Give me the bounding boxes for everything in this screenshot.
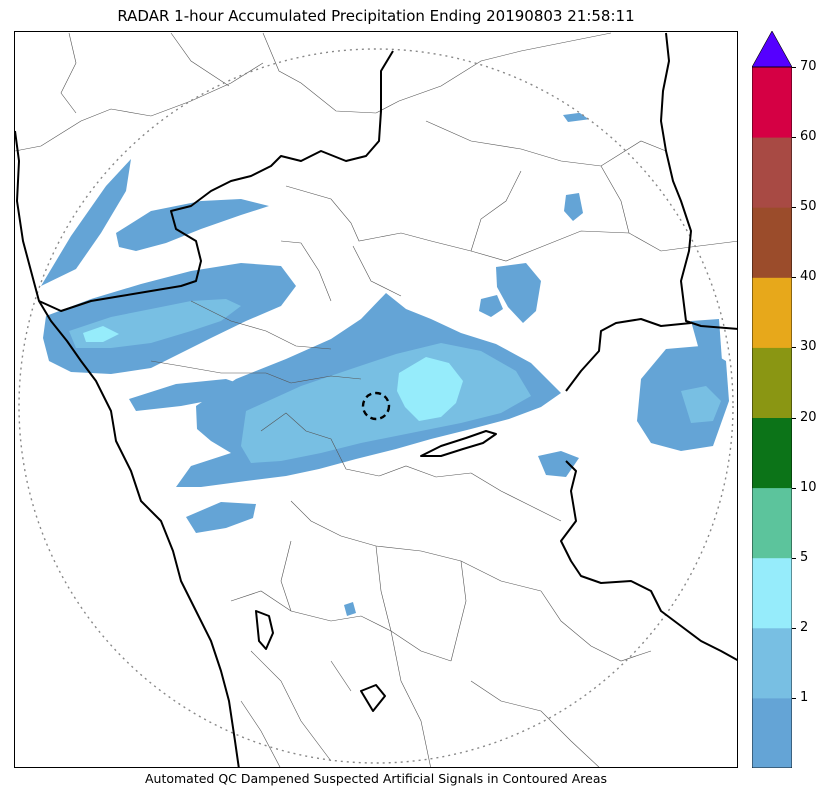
colorbar-tick <box>792 67 796 68</box>
echo-southwest-cell <box>186 502 256 533</box>
colorbar-tick-label: 10 <box>800 479 817 495</box>
colorbar-segments <box>752 67 792 768</box>
colorbar-segment <box>752 207 792 278</box>
maharashtra-karnataka-border <box>660 32 737 330</box>
colorbar <box>752 31 792 768</box>
inner-enclave <box>420 430 497 457</box>
echo-north-west-streak <box>41 159 131 286</box>
colorbar-tick-label: 2 <box>800 619 809 635</box>
echo-north-band <box>116 199 269 251</box>
echo-main-core <box>397 357 463 421</box>
echo-south-east-cell <box>538 451 579 477</box>
colorbar-segment <box>752 347 792 418</box>
colorbar-extend-arrow <box>752 31 792 68</box>
echo-west-spot <box>83 326 119 342</box>
colorbar-segment <box>752 417 792 489</box>
colorbar-tick <box>792 487 796 489</box>
qc-caption: Automated QC Dampened Suspected Artifici… <box>144 771 608 786</box>
radar-map-svg <box>15 32 737 767</box>
colorbar-tick-label: 5 <box>800 549 809 565</box>
echo-small-3 <box>563 112 591 122</box>
colorbar-tick <box>792 417 796 419</box>
goa-karnataka-border <box>38 50 394 312</box>
colorbar-tick-label: 1 <box>800 689 809 705</box>
southern-enclave <box>255 610 274 650</box>
echo-small-2 <box>564 193 583 221</box>
colorbar-segment <box>752 697 792 768</box>
echo-east-edge <box>691 319 722 361</box>
colorbar-tick-label: 40 <box>800 269 817 285</box>
colorbar-tick <box>792 697 796 699</box>
colorbar-tick-label: 70 <box>800 59 817 74</box>
colorbar-tick-label: 20 <box>800 409 817 425</box>
telangana-border <box>565 318 692 392</box>
colorbar-frame <box>752 66 792 768</box>
colorbar-tick-label: 30 <box>800 339 817 355</box>
district-boundaries <box>15 32 737 767</box>
colorbar-tick-label: 50 <box>800 199 817 215</box>
colorbar-segment <box>752 67 792 138</box>
radar-map[interactable] <box>14 31 738 768</box>
echo-small-1 <box>479 295 503 317</box>
radar-site-marker[interactable] <box>361 391 391 421</box>
radar-range-ring <box>18 48 734 764</box>
colorbar-tick-label: 60 <box>800 129 817 145</box>
precipitation-layer <box>41 112 729 616</box>
colorbar-segment <box>752 627 792 699</box>
west-coastline <box>15 130 240 767</box>
echo-southwest-strip <box>129 379 246 411</box>
colorbar-tick <box>792 137 796 139</box>
colorbar-tick <box>792 277 796 279</box>
colorbar-segment <box>752 137 792 208</box>
echo-north-east-cell <box>496 263 541 323</box>
colorbar-tick <box>792 557 796 559</box>
echo-main-inner <box>241 343 531 463</box>
colorbar-tick <box>792 347 796 349</box>
colorbar-segment <box>752 557 792 629</box>
colorbar-tick <box>792 627 796 629</box>
colorbar-tick <box>792 207 796 209</box>
southern-enclave-2 <box>360 684 386 712</box>
colorbar-segment <box>752 277 792 348</box>
state-boundaries <box>15 32 737 767</box>
echo-tiny <box>344 602 356 616</box>
chart-title: RADAR 1-hour Accumulated Precipitation E… <box>117 7 635 25</box>
echo-east-inner <box>681 386 721 423</box>
colorbar-segment <box>752 487 792 559</box>
south-east-border <box>560 460 737 662</box>
echo-east-cell <box>637 346 729 451</box>
